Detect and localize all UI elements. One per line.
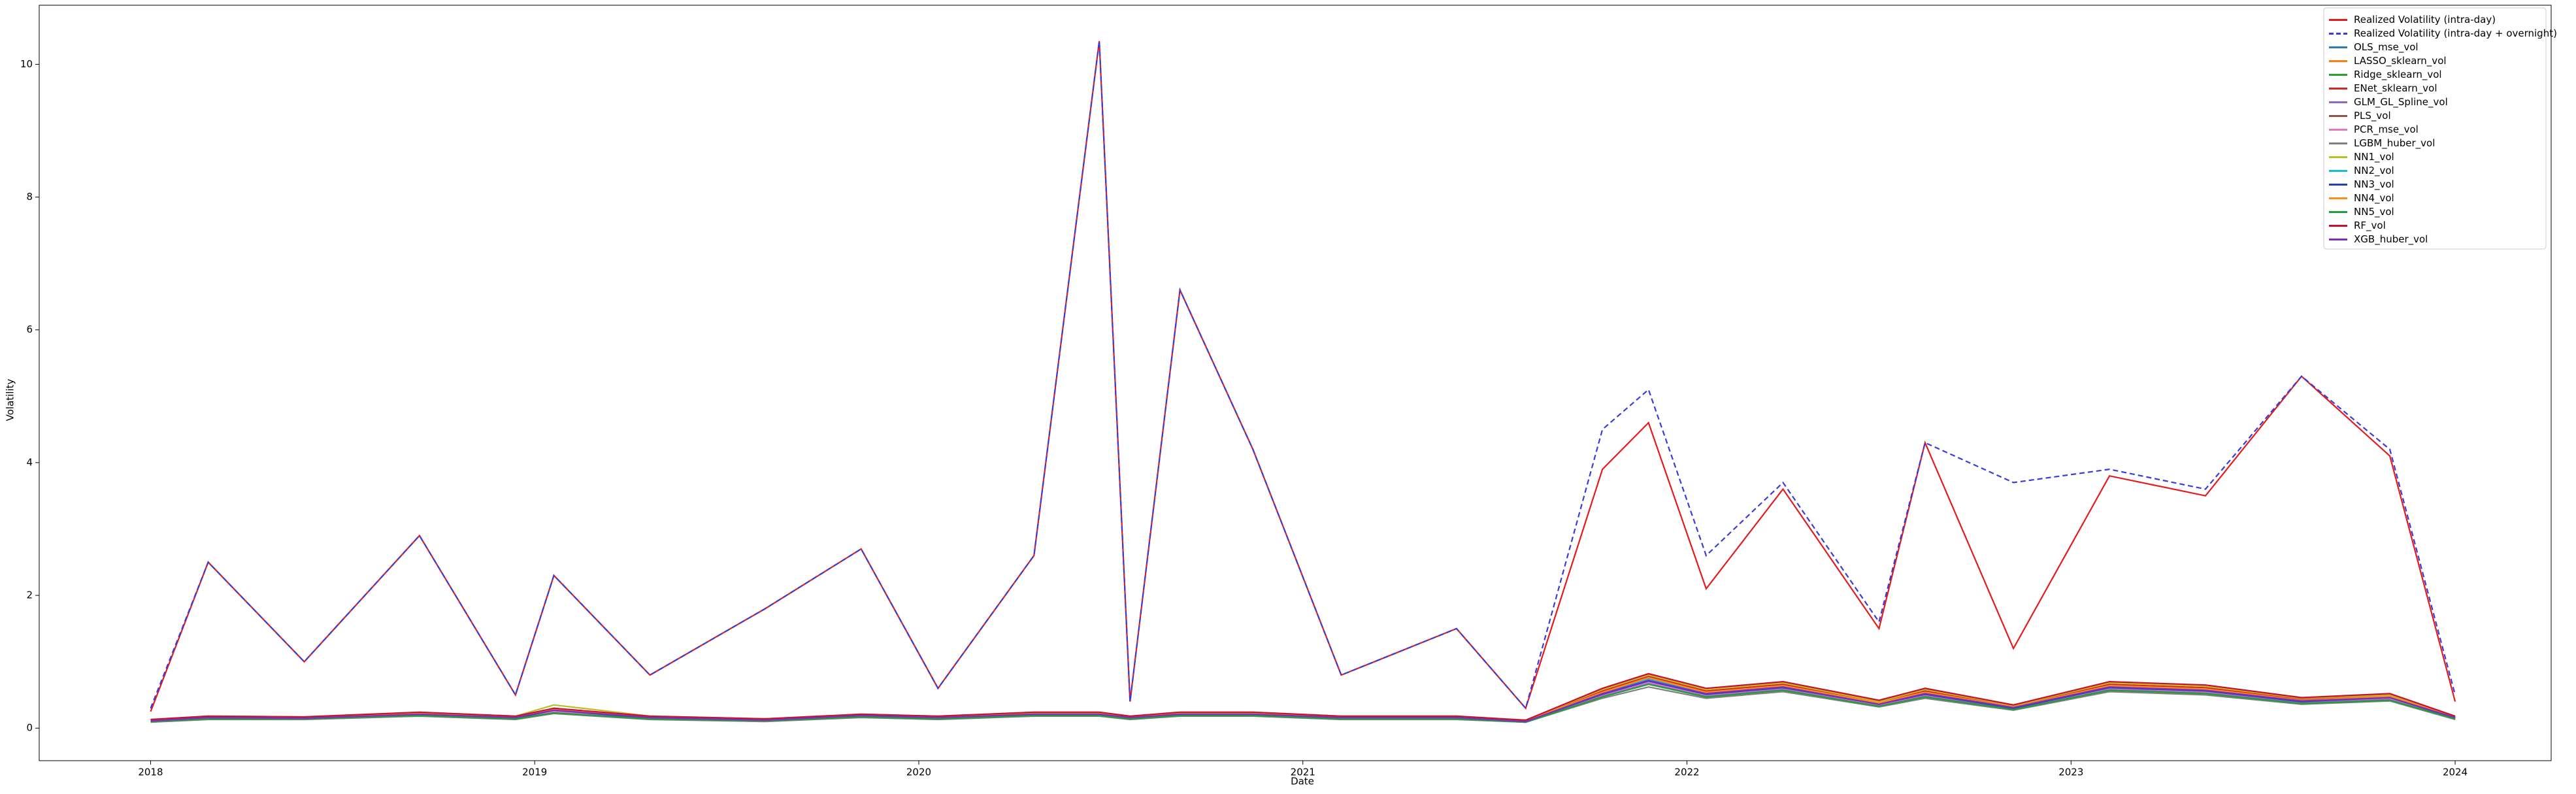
legend-label: PLS_vol xyxy=(2354,110,2391,122)
legend-label: NN5_vol xyxy=(2354,206,2394,218)
legend-label: XGB_huber_vol xyxy=(2354,233,2428,246)
legend-label: Ridge_sklearn_vol xyxy=(2354,69,2442,81)
x-tick-label: 2024 xyxy=(2443,767,2468,778)
y-tick-label: 4 xyxy=(26,456,33,468)
x-axis-label: Date xyxy=(1291,776,1314,787)
x-tick-label: 2019 xyxy=(522,767,547,778)
legend-label: GLM_GL_Spline_vol xyxy=(2354,96,2448,108)
y-tick-label: 8 xyxy=(26,191,33,203)
legend-label: NN4_vol xyxy=(2354,192,2394,205)
series-line xyxy=(150,684,2456,723)
series-line xyxy=(150,41,2456,710)
legend-label: NN2_vol xyxy=(2354,165,2394,177)
legend-label: NN1_vol xyxy=(2354,151,2394,163)
y-tick-label: 0 xyxy=(26,722,33,734)
x-tick-label: 2021 xyxy=(1291,767,1315,778)
legend: Realized Volatility (intra-day) Realized … xyxy=(2323,7,2557,250)
legend-label: Realized Volatility (intra-day + overnig… xyxy=(2354,27,2557,39)
y-tick-label: 2 xyxy=(26,589,33,601)
x-tick-label: 2020 xyxy=(906,767,931,778)
series-line xyxy=(150,679,2456,723)
legend-label: Realized Volatility (intra-day) xyxy=(2354,14,2496,25)
legend-label: LASSO_sklearn_vol xyxy=(2354,55,2447,67)
y-tick-label: 10 xyxy=(20,58,33,70)
legend-label: RF_vol xyxy=(2354,220,2386,232)
y-tick-label: 6 xyxy=(26,323,33,335)
y-axis-label: Volatility xyxy=(5,378,16,421)
x-tick-label: 2022 xyxy=(1674,767,1699,778)
series-line xyxy=(150,672,2456,721)
plot-frame xyxy=(39,5,2552,761)
x-tick-label: 2023 xyxy=(2058,767,2083,778)
legend-label: OLS_mse_vol xyxy=(2354,41,2419,54)
x-tick-label: 2018 xyxy=(138,767,163,778)
legend-label: PCR_mse_vol xyxy=(2354,124,2419,136)
legend-box xyxy=(2323,7,2547,250)
legend-label: NN3_vol xyxy=(2354,178,2394,191)
legend-label: ENet_sklearn_vol xyxy=(2354,82,2437,95)
legend-label: LGBM_huber_vol xyxy=(2354,137,2435,150)
